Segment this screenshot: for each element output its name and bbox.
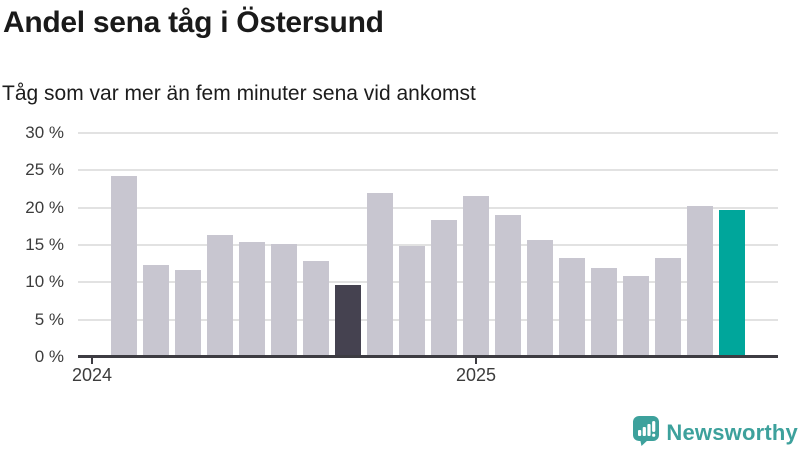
bar xyxy=(495,215,521,357)
bar xyxy=(111,176,137,357)
y-tick-label: 5 % xyxy=(34,309,64,329)
bar xyxy=(559,257,585,357)
bar xyxy=(367,192,393,357)
x-tick-label: 2025 xyxy=(455,365,497,385)
x-axis-line xyxy=(78,355,778,358)
bar xyxy=(719,209,745,357)
bar xyxy=(687,206,713,357)
bar xyxy=(271,244,297,357)
y-tick-label: 10 % xyxy=(25,272,64,292)
x-tick-label: 2024 xyxy=(71,365,113,385)
bar xyxy=(623,275,649,357)
gridline-25 xyxy=(78,169,778,172)
gridline-30 xyxy=(78,132,778,134)
bar xyxy=(207,234,233,357)
bar xyxy=(175,269,201,357)
newsworthy-bubble-chart-icon xyxy=(632,415,660,450)
bar xyxy=(303,260,329,357)
x-axis-tick xyxy=(91,358,93,364)
y-tick-label: 30 % xyxy=(25,123,64,142)
bar xyxy=(527,239,553,357)
gridline-5 xyxy=(78,318,778,321)
bar xyxy=(143,265,169,357)
y-tick-label: 15 % xyxy=(25,235,64,254)
bar xyxy=(239,242,265,357)
bar xyxy=(591,268,617,357)
y-tick-label: 20 % xyxy=(25,197,64,217)
chart-title: Andel sena tåg i Östersund xyxy=(3,6,384,39)
newsworthy-logo: Newsworthy xyxy=(632,415,798,450)
y-tick-label: 0 % xyxy=(34,347,64,366)
gridline-15 xyxy=(78,244,778,246)
chart-subtitle: Tåg som var mer än fem minuter sena vid … xyxy=(2,82,476,105)
bar xyxy=(335,284,361,357)
x-axis-tick xyxy=(475,358,477,364)
bar xyxy=(463,195,489,357)
y-tick-label: 25 % xyxy=(25,160,64,180)
gridline-10 xyxy=(78,281,778,284)
bar xyxy=(431,219,457,357)
newsworthy-wordmark: Newsworthy xyxy=(666,420,798,445)
gridline-20 xyxy=(78,206,778,209)
bar xyxy=(399,245,425,357)
bar xyxy=(655,257,681,357)
